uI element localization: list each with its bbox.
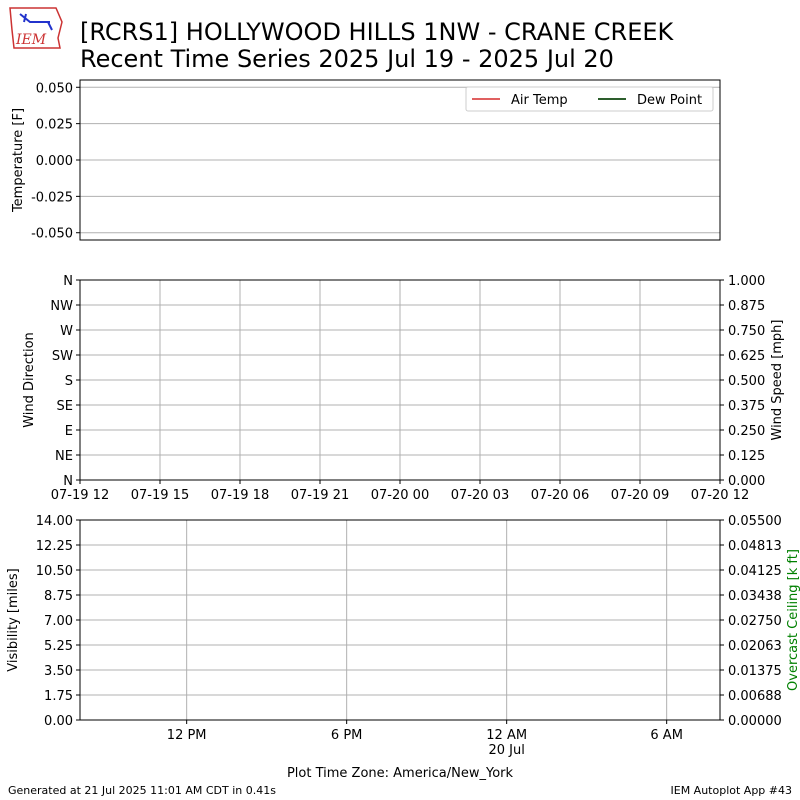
x-tick-label: 07-19 18 (211, 488, 269, 503)
y-axis-label: Temperature [F] (11, 108, 26, 213)
x-tick-label: 07-20 00 (371, 488, 429, 503)
x-tick-label: 12 AM 20 Jul (486, 728, 527, 758)
y-tick-label: W (60, 324, 73, 339)
y-tick-label: -0.025 (31, 190, 73, 205)
y-tick-label: E (65, 424, 73, 439)
plot-frame (79, 79, 721, 241)
y-tick-label: S (65, 374, 73, 389)
y-tick-label: 0.000 (36, 154, 73, 169)
x-tick-label: 07-20 06 (531, 488, 589, 503)
y2-tick-label: 0.00000 (728, 714, 782, 729)
x-tick-label: 07-20 09 (611, 488, 669, 503)
y-tick-label: 1.75 (44, 689, 73, 704)
logo-symbol (19, 13, 53, 31)
y2-tick-label: 0.250 (728, 424, 765, 439)
x-tick-label: 07-20 03 (451, 488, 509, 503)
x-tick-label: 07-20 12 (691, 488, 749, 503)
y2-axis-label: Wind Speed [mph] (770, 320, 785, 441)
y-tick-label: SE (57, 399, 73, 414)
y-tick-label: 5.25 (44, 639, 73, 654)
y2-tick-label: 0.02063 (728, 639, 782, 654)
y2-tick-label: 0.375 (728, 399, 765, 414)
y-tick-label: N (63, 474, 73, 489)
y-tick-label: 14.00 (36, 514, 73, 529)
legend: Air Temp Dew Point (465, 86, 714, 112)
y2-tick-label: 0.01375 (728, 664, 782, 679)
x-tick-label: 6 AM (650, 728, 683, 743)
x-tick-label: 6 PM (331, 728, 362, 743)
y2-tick-label: 0.04125 (728, 564, 782, 579)
y-tick-label: 0.050 (36, 81, 73, 96)
y-tick-label: 3.50 (44, 664, 73, 679)
plot-frame (79, 519, 721, 721)
y2-tick-label: 0.02750 (728, 614, 782, 629)
y2-tick-label: 0.875 (728, 299, 765, 314)
x-axis-label: Plot Time Zone: America/New_York (287, 766, 514, 781)
y2-tick-label: 1.000 (728, 274, 765, 289)
title: [RCRS1] HOLLYWOOD HILLS 1NW - CRANE CREE… (80, 18, 675, 46)
y-axis-label: Wind Direction (22, 332, 37, 428)
legend-label: Dew Point (637, 93, 702, 108)
y2-tick-label: 0.00688 (728, 689, 782, 704)
y-axis-label: Visibility [miles] (6, 568, 21, 671)
y2-tick-label: 0.000 (728, 474, 765, 489)
y-tick-label: NW (50, 299, 73, 314)
x-tick-label: 12 PM (167, 728, 207, 743)
y2-axis-label: Overcast Ceiling [k ft] (786, 549, 800, 691)
plot-frame (79, 279, 721, 481)
y-tick-label: 12.25 (36, 539, 73, 554)
legend-label: Air Temp (511, 93, 568, 108)
y-tick-label: SW (52, 349, 73, 364)
y-tick-label: 0.025 (36, 118, 73, 133)
y2-tick-label: 0.625 (728, 349, 765, 364)
x-tick-label: 07-19 12 (51, 488, 109, 503)
logo-outline (9, 7, 63, 49)
y-tick-label: 8.75 (44, 589, 73, 604)
y2-tick-label: 0.04813 (728, 539, 782, 554)
x-tick-label: 07-19 15 (131, 488, 189, 503)
y2-tick-label: 0.750 (728, 324, 765, 339)
y-tick-label: -0.050 (31, 227, 73, 242)
logo-text: IEM (15, 32, 47, 48)
y-tick-label: N (63, 274, 73, 289)
y-tick-label: 10.50 (36, 564, 73, 579)
y2-tick-label: 0.05500 (728, 514, 782, 529)
legend-box (465, 86, 714, 112)
y-tick-label: 7.00 (44, 614, 73, 629)
footer-right: IEM Autoplot App #43 (671, 784, 793, 797)
logo: IEM (9, 7, 63, 49)
y2-tick-label: 0.500 (728, 374, 765, 389)
y2-tick-label: 0.03438 (728, 589, 782, 604)
subtitle: Recent Time Series 2025 Jul 19 - 2025 Ju… (80, 45, 614, 73)
y2-tick-label: 0.125 (728, 449, 765, 464)
y-tick-label: 0.00 (44, 714, 73, 729)
x-tick-label: 07-19 21 (291, 488, 349, 503)
y-tick-label: NE (55, 449, 73, 464)
footer-left: Generated at 21 Jul 2025 11:01 AM CDT in… (8, 784, 276, 797)
